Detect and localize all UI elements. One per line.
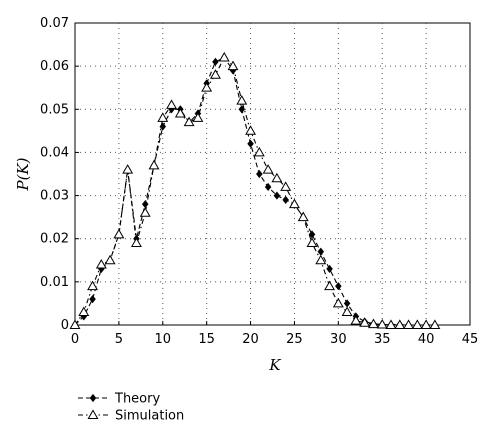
data-point-theory	[326, 264, 333, 273]
y-tick-label: 0.05	[40, 102, 69, 117]
data-point-theory	[335, 282, 342, 291]
x-tick-label: 45	[462, 332, 479, 347]
x-tick-label: 30	[330, 332, 347, 347]
data-point-simulation	[218, 51, 230, 62]
data-point-simulation	[104, 254, 116, 265]
data-point-simulation	[174, 107, 186, 118]
data-point-simulation	[113, 228, 125, 239]
data-point-simulation	[403, 319, 415, 329]
data-point-theory	[282, 195, 289, 204]
data-point-simulation	[411, 319, 423, 329]
y-axis-label: P(K)	[14, 157, 32, 191]
y-tick-label: 0.02	[40, 232, 69, 247]
x-tick-label: 15	[198, 332, 215, 347]
x-tick-label: 35	[374, 332, 391, 347]
x-tick-label: 40	[418, 332, 435, 347]
data-point-theory	[247, 139, 254, 148]
y-tick-label: 0.01	[40, 275, 69, 290]
data-point-theory	[141, 200, 149, 209]
data-point-simulation	[192, 112, 204, 122]
data-point-simulation	[288, 198, 300, 209]
data-point-simulation	[367, 318, 379, 329]
data-point-theory	[273, 191, 281, 200]
series-theory	[71, 53, 439, 330]
y-tick-label: 0.06	[40, 59, 69, 74]
series-simulation	[69, 51, 441, 329]
data-point-simulation	[236, 95, 248, 105]
data-point-simulation	[78, 306, 90, 317]
data-point-theory	[317, 247, 325, 256]
data-point-simulation	[253, 146, 265, 157]
y-tick-label: 0	[61, 318, 69, 333]
data-point-simulation	[157, 112, 169, 122]
data-point-simulation	[376, 318, 388, 329]
legend-label: Simulation	[115, 409, 184, 424]
plot-frame	[74, 22, 471, 326]
data-point-simulation	[166, 99, 178, 109]
data-point-theory	[264, 182, 272, 192]
data-point-simulation	[332, 297, 344, 308]
x-tick-label: 5	[115, 332, 123, 347]
data-point-theory	[256, 169, 263, 179]
x-tick-label: 10	[155, 332, 172, 347]
data-point-simulation	[280, 181, 292, 191]
data-point-theory	[212, 57, 219, 66]
x-axis-label: K	[268, 356, 281, 374]
series-line-simulation	[74, 56, 435, 326]
x-tick-label: 0	[71, 332, 79, 347]
legend-marker	[89, 393, 97, 403]
data-point-simulation	[69, 319, 81, 329]
data-point-theory	[343, 299, 351, 308]
data-point-simulation	[385, 319, 397, 329]
x-tick-label: 25	[286, 332, 303, 347]
y-tick-label: 0.07	[40, 16, 69, 31]
data-point-simulation	[87, 280, 99, 291]
data-point-simulation	[297, 211, 309, 222]
legend-marker	[87, 409, 99, 419]
data-point-simulation	[183, 116, 195, 127]
x-tick-label: 20	[242, 332, 259, 347]
plot-area	[74, 22, 471, 326]
data-point-simulation	[245, 125, 257, 135]
data-point-simulation	[227, 60, 239, 71]
data-point-simulation	[341, 306, 353, 317]
y-tick-label: 0.04	[40, 145, 69, 160]
legend-label: Theory	[114, 392, 160, 407]
series-line-theory	[74, 56, 435, 326]
ticks: 0 5 10 15 20 25 30 35 40 45 0 0.01 0.02 0.03 0.04 0.05 0…	[40, 16, 478, 347]
grid	[75, 23, 470, 325]
data-point-simulation	[306, 237, 318, 247]
data-point-simulation	[324, 280, 336, 291]
data-point-simulation	[429, 319, 441, 329]
data-point-simulation	[394, 319, 406, 329]
data-point-simulation	[350, 315, 362, 325]
data-point-simulation	[139, 207, 151, 217]
series-group	[69, 51, 441, 330]
data-point-simulation	[201, 82, 213, 92]
data-point-simulation	[122, 164, 134, 174]
data-point-simulation	[359, 317, 371, 327]
data-point-simulation	[420, 319, 432, 329]
data-point-theory	[89, 295, 96, 304]
data-point-simulation	[148, 159, 160, 170]
y-tick-label: 0.03	[40, 189, 69, 204]
data-point-simulation	[262, 164, 274, 174]
legend: Theory Simulation	[78, 392, 184, 424]
legend-item-theory: Theory	[78, 392, 160, 407]
legend-item-simulation: Simulation	[78, 409, 184, 424]
data-point-simulation	[130, 237, 142, 247]
data-point-simulation	[95, 258, 107, 269]
data-point-simulation	[271, 172, 283, 183]
data-point-simulation	[209, 69, 221, 79]
data-point-simulation	[315, 254, 327, 265]
